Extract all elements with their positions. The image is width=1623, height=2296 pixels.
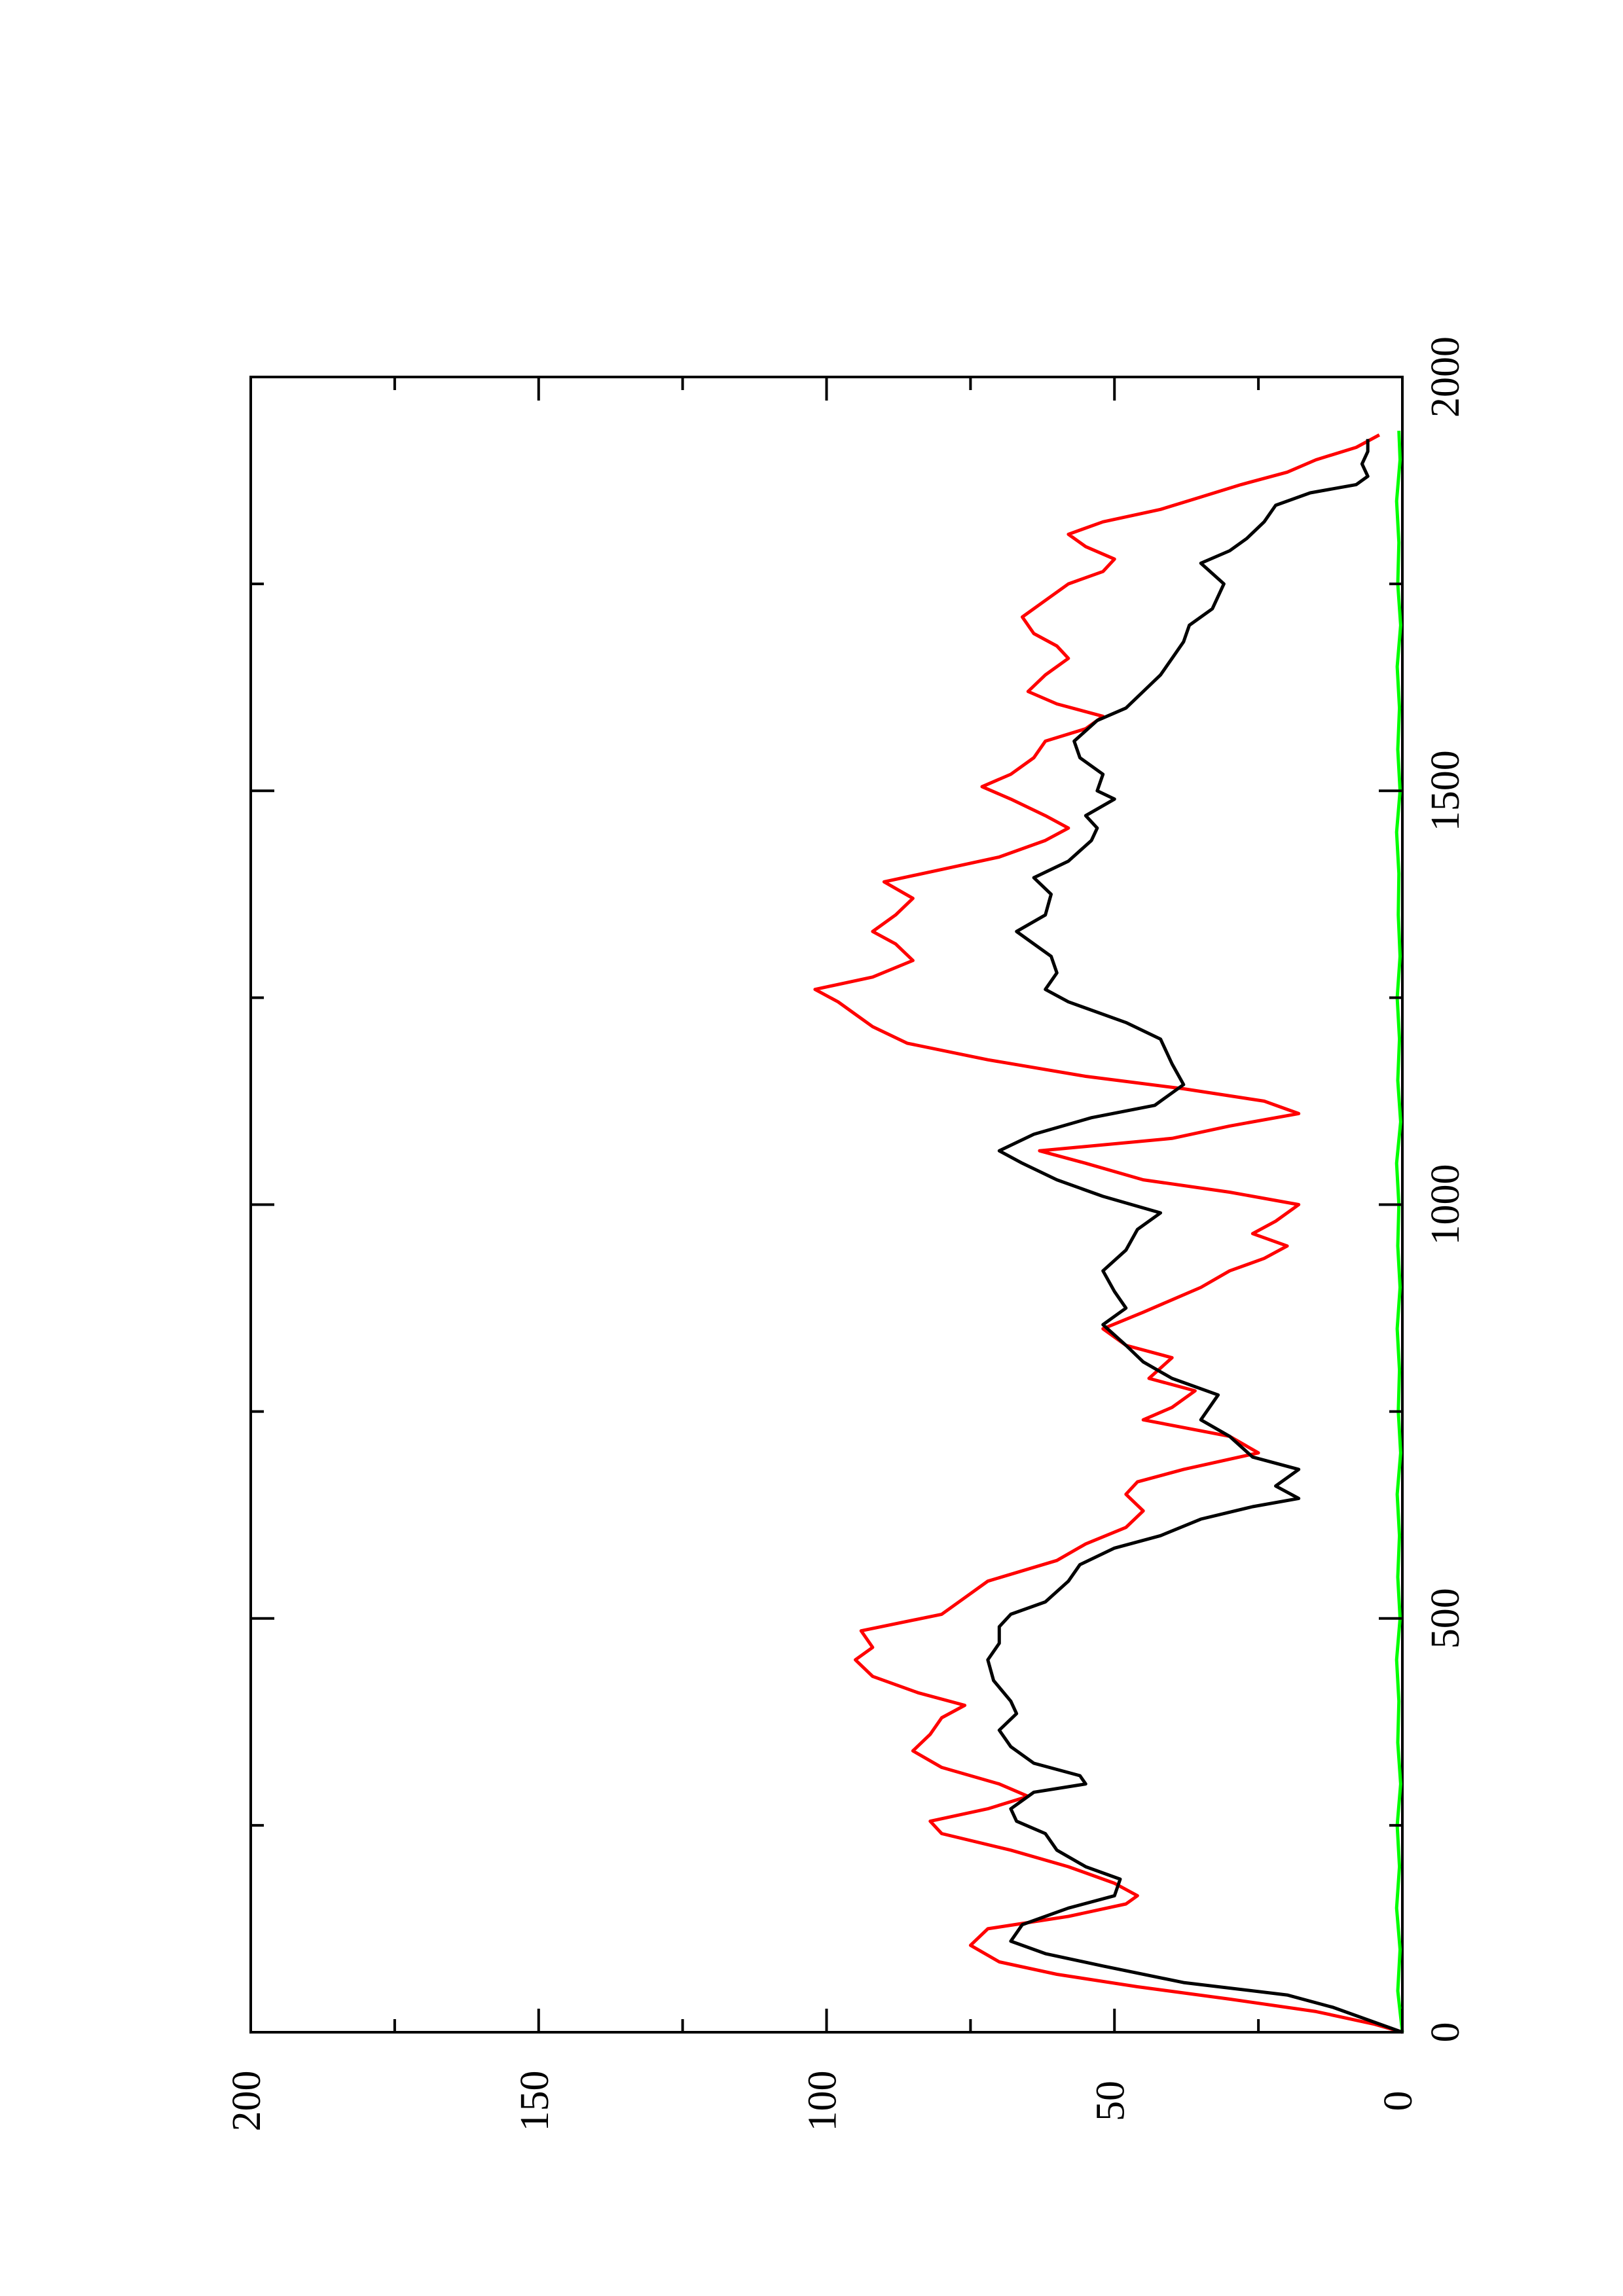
series-line-3 [1395,431,1404,2033]
x-tick-label-0: 0 [1423,2022,1468,2043]
plot-area [249,376,1404,2034]
x-tick-label-2000: 2000 [1423,336,1468,418]
ticks-layer [249,376,1404,2034]
tick-labels: 0 500 1000 1500 2000 0 50 100 150 200 [225,336,1468,2132]
y-tick-label-200: 200 [225,2071,269,2132]
series-line-1 [986,439,1403,2034]
series-line-2 [813,433,1403,2034]
y-tick-label-0: 0 [1376,2091,1421,2111]
x-tick-label-500: 500 [1423,1588,1468,1649]
x-tick-label-1500: 1500 [1423,750,1468,831]
y-tick-label-150: 150 [513,2071,557,2132]
y-tick-label-100: 100 [801,2071,845,2132]
x-tick-label-1000: 1000 [1423,1164,1468,1246]
plot-frame [249,376,1404,2034]
series-layer [813,431,1404,2034]
y-tick-label-50: 50 [1088,2081,1133,2121]
